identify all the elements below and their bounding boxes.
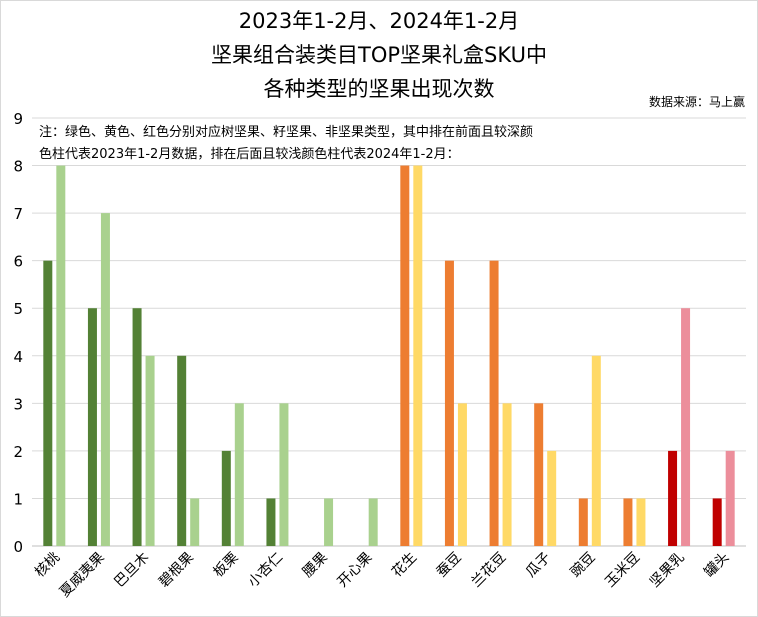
y-tick-label: 3 — [13, 395, 23, 413]
bar-2023 — [712, 498, 722, 546]
chart-title-line-2: 坚果组合装类目TOP坚果礼盒SKU中 — [211, 43, 547, 67]
y-tick-label: 0 — [13, 538, 23, 556]
y-tick-label: 5 — [13, 300, 23, 318]
bar-2024 — [190, 498, 200, 546]
x-category-label: 板栗 — [211, 550, 242, 581]
x-category-label: 坚果乳 — [647, 550, 688, 591]
x-category-label: 兰花豆 — [468, 550, 509, 591]
x-category-label: 罐头 — [701, 550, 732, 581]
x-category-label: 开心果 — [335, 550, 376, 591]
bar-2023 — [578, 498, 588, 546]
y-tick-label: 8 — [13, 158, 23, 176]
bar-2024 — [725, 450, 735, 546]
y-tick-label: 2 — [13, 443, 23, 461]
x-category-label: 小杏仁 — [245, 550, 286, 591]
legend-note-line-2: 色柱代表2023年1-2月数据，排在后面且较浅颜色柱代表2024年1-2月： — [39, 147, 460, 162]
bar-2023 — [668, 450, 678, 546]
chart-title-line-1: 2023年1-2月、2024年1-2月 — [238, 9, 520, 33]
y-tick-label: 9 — [13, 110, 23, 128]
bar-2024 — [591, 355, 601, 546]
bar-2024 — [413, 165, 423, 547]
bar-2024 — [457, 403, 467, 546]
bar-2023 — [444, 260, 454, 546]
bar-2024 — [100, 213, 110, 546]
y-tick-label: 7 — [13, 205, 23, 223]
bar-2024 — [547, 450, 557, 546]
bar-2023 — [266, 498, 276, 546]
y-tick-label: 4 — [13, 348, 23, 366]
bar-2024 — [234, 403, 244, 546]
bar-2024 — [324, 498, 334, 546]
bar-2024 — [56, 165, 66, 547]
bar-2023 — [400, 165, 410, 547]
bar-2023 — [221, 450, 231, 546]
x-category-label: 巴旦木 — [111, 550, 152, 591]
x-category-label: 腰果 — [300, 550, 331, 581]
y-tick-label: 6 — [13, 253, 23, 271]
x-category-label: 蚕豆 — [434, 550, 465, 581]
bar-2023 — [489, 260, 499, 546]
bar-2024 — [502, 403, 512, 546]
bar-2024 — [279, 403, 289, 546]
bar-2023 — [534, 403, 544, 546]
bar-2023 — [43, 260, 53, 546]
x-category-label: 玉米豆 — [602, 550, 643, 591]
x-category-label: 花生 — [389, 550, 420, 581]
bar-2023 — [623, 498, 633, 546]
chart-title-line-3: 各种类型的坚果出现次数 — [263, 77, 495, 101]
x-category-label: 核桃 — [32, 550, 63, 581]
source-note: 数据来源：马上赢 — [648, 95, 745, 109]
y-tick-label: 1 — [13, 490, 23, 508]
bar-2024 — [681, 308, 691, 546]
x-category-label: 豌豆 — [568, 550, 599, 581]
bar-2024 — [145, 355, 155, 546]
bar-2023 — [87, 308, 97, 546]
bar-2023 — [177, 355, 187, 546]
legend-note-line-1: 注：绿色、黄色、红色分别对应树坚果、籽坚果、非坚果类型，其中排在前面且较深颜 — [39, 125, 534, 140]
x-category-label: 夏威夷果 — [57, 550, 108, 601]
bar-2024 — [636, 498, 646, 546]
bar-2024 — [368, 498, 378, 546]
bar-2023 — [132, 308, 142, 546]
x-category-label: 瓜子 — [523, 550, 554, 581]
x-category-label: 碧根果 — [156, 550, 197, 591]
